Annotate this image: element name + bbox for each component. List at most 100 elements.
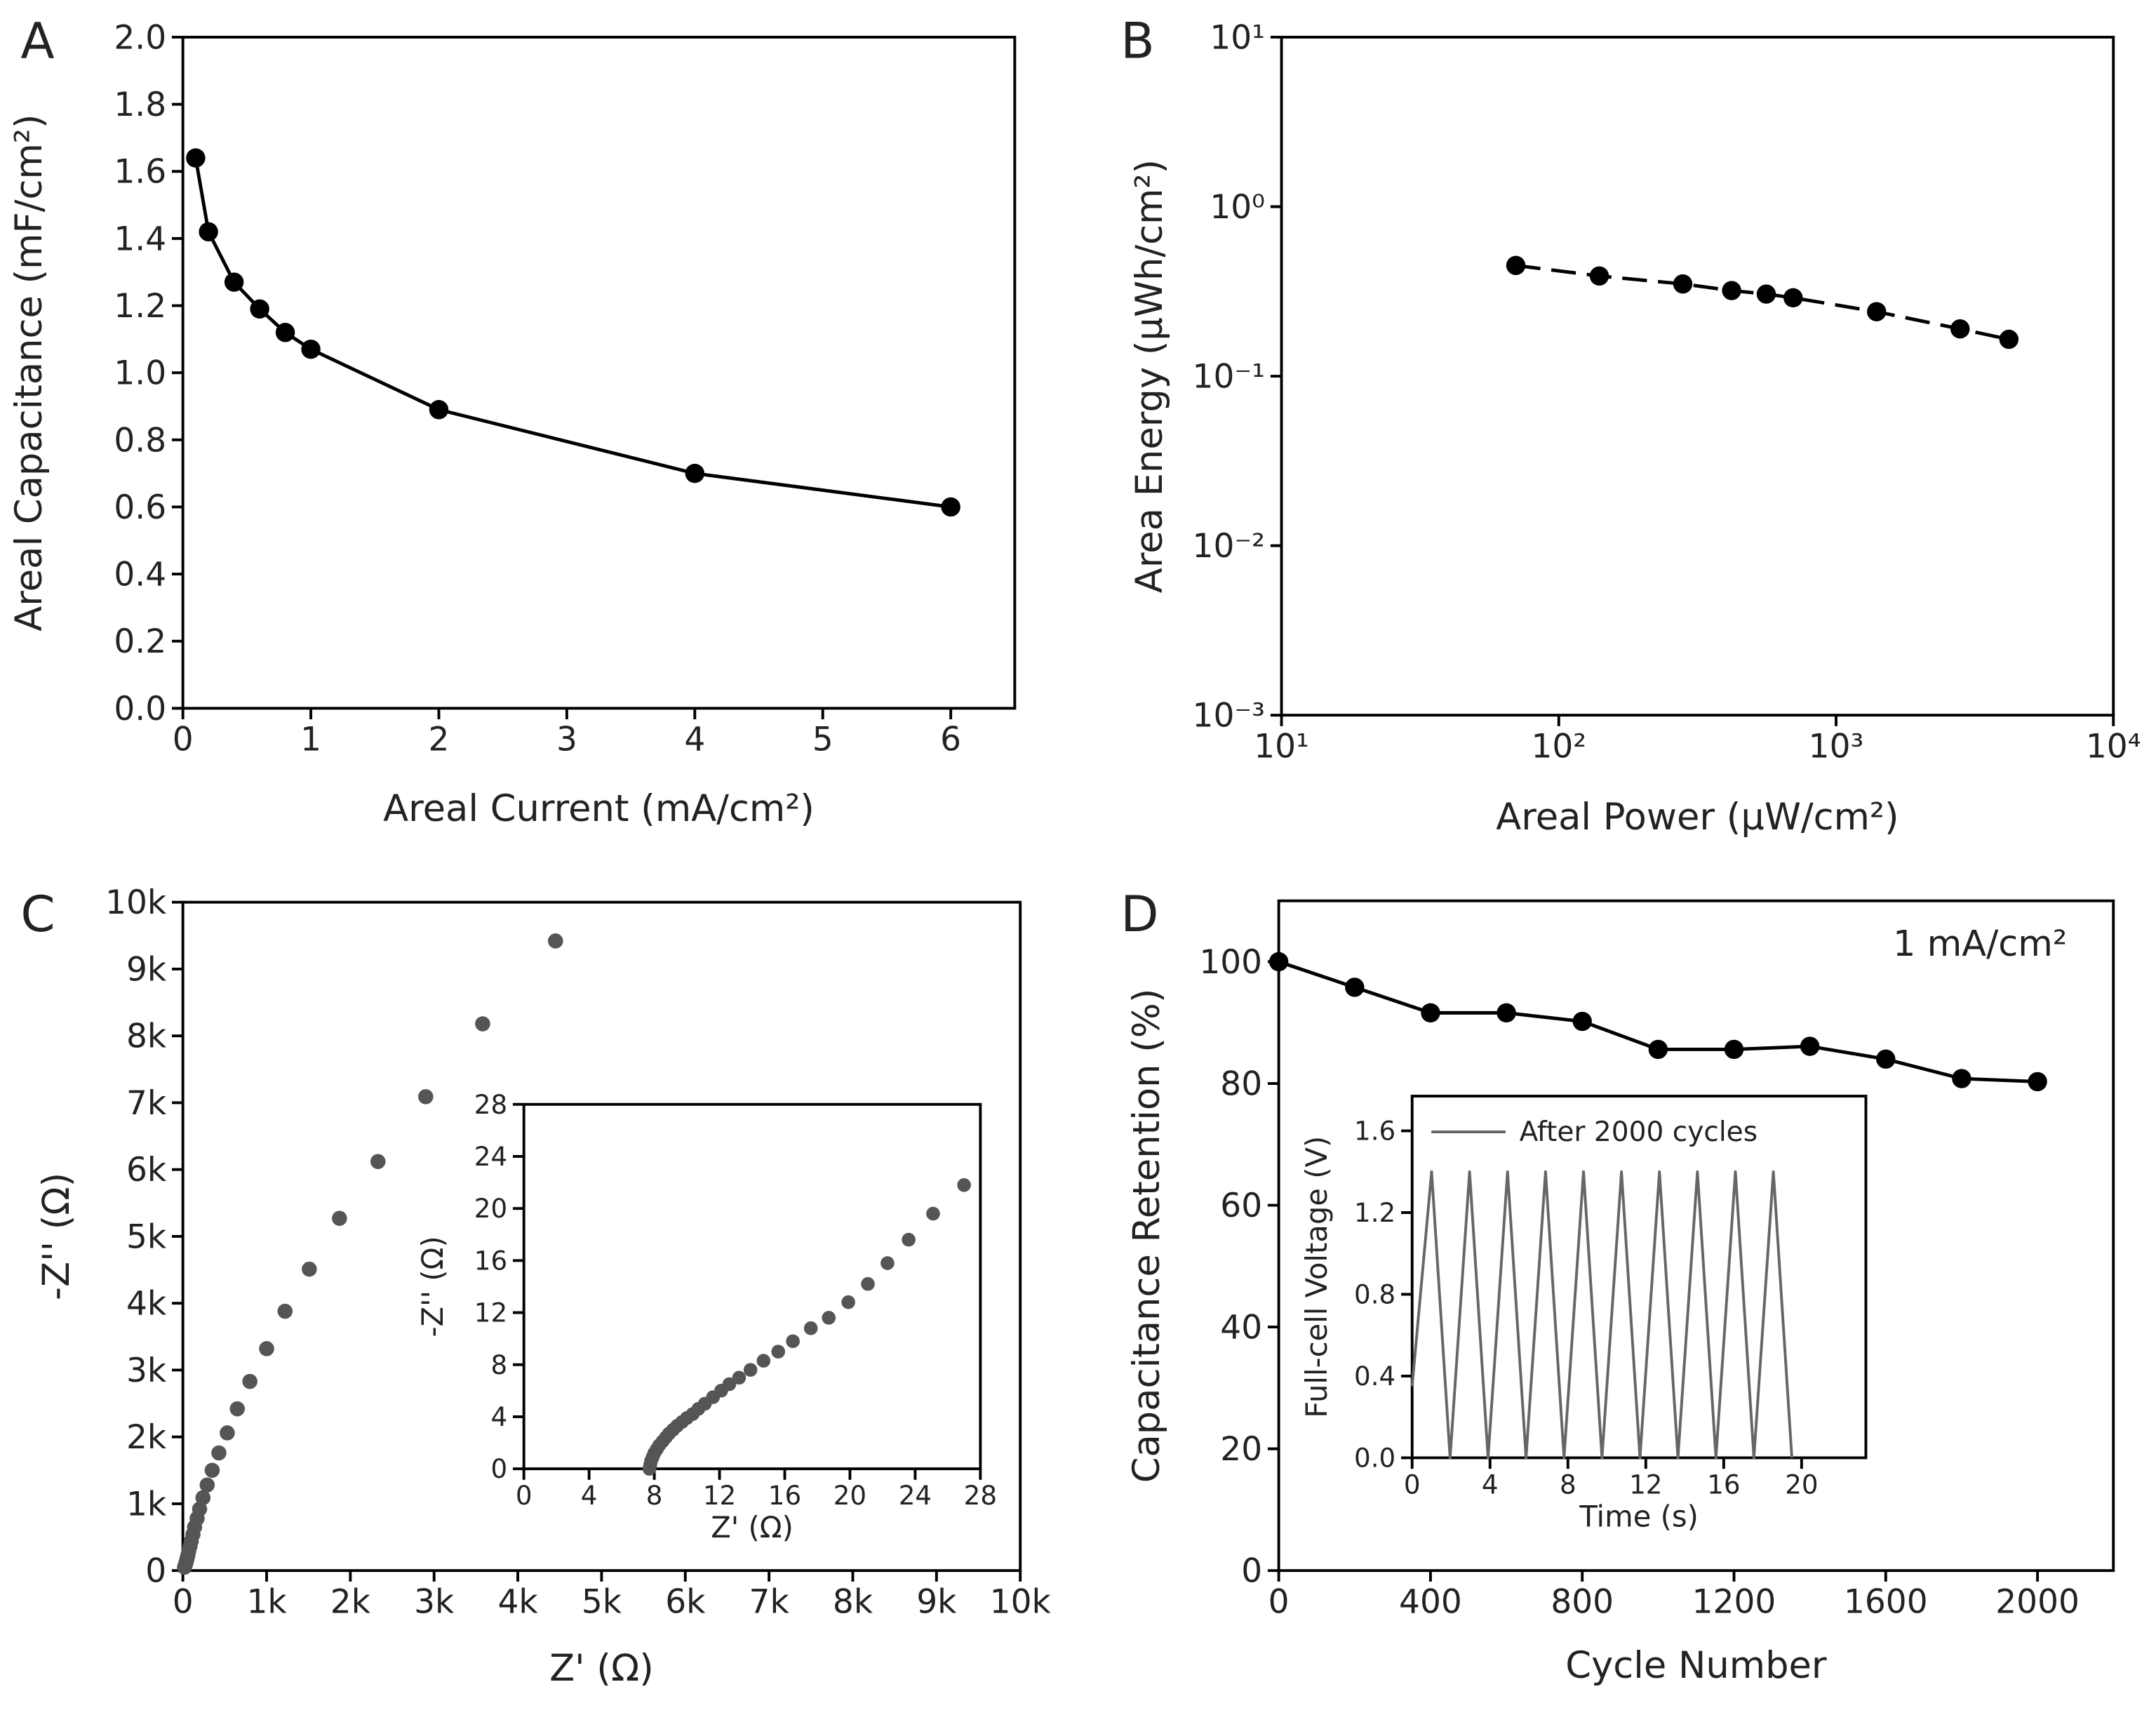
x-tick-label: 8 (646, 1480, 663, 1511)
data-point (881, 1256, 895, 1270)
x-tick-label: 0 (173, 1583, 194, 1622)
data-point (1722, 281, 1741, 300)
y-tick-label: 1.2 (1354, 1197, 1395, 1228)
x-tick-label: 10³ (1809, 728, 1864, 766)
y-tick-label: 1.6 (1354, 1116, 1395, 1147)
y-tick-label: 16 (474, 1245, 507, 1276)
data-point (259, 1341, 274, 1356)
data-point (926, 1206, 940, 1221)
y-tick-label: 10⁻³ (1193, 697, 1266, 735)
y-tick-label: 1.4 (114, 220, 166, 258)
x-tick-label: 3k (414, 1583, 455, 1622)
data-point (302, 1261, 317, 1277)
x-tick-label: 4k (497, 1583, 538, 1622)
x-tick-label: 5k (582, 1583, 622, 1622)
x-tick-label: 6k (665, 1583, 706, 1622)
data-point (1497, 1003, 1516, 1023)
x-tick-label: 3 (556, 721, 577, 759)
data-point (1867, 302, 1887, 321)
data-point (301, 339, 321, 359)
y-tick-label: 80 (1220, 1065, 1262, 1103)
x-tick-label: 1 (300, 721, 321, 759)
panel-label: C (20, 886, 55, 943)
y-tick-label: 10¹ (1210, 18, 1265, 57)
x-axis-title: Cycle Number (1565, 1644, 1827, 1687)
series-line (1410, 1170, 1793, 1460)
x-tick-label: 1k (246, 1583, 287, 1622)
y-tick-label: 100 (1199, 943, 1262, 982)
data-point (957, 1177, 971, 1192)
plot-frame (1277, 899, 2115, 1573)
data-point (1952, 1069, 1971, 1088)
y-tick-label: 12 (474, 1297, 507, 1328)
y-tick-label: 0.0 (1354, 1442, 1395, 1473)
data-point (418, 1089, 434, 1105)
data-point (1421, 1003, 1440, 1023)
x-tick-label: 800 (1551, 1583, 1614, 1622)
y-tick-label: 1.0 (114, 354, 166, 393)
y-axis-title: Full-cell Voltage (V) (1299, 1136, 1334, 1418)
y-tick-label: 1.6 (114, 153, 166, 192)
y-tick-label: 0.6 (114, 488, 166, 527)
y-axis-title: -Z'' (Ω) (35, 1173, 78, 1300)
y-tick-label: 1.2 (114, 287, 166, 326)
y-tick-label: 1k (126, 1485, 167, 1523)
data-point (732, 1370, 746, 1385)
x-tick-label: 4 (581, 1480, 598, 1511)
x-tick-label: 2000 (1995, 1583, 2080, 1622)
x-axis-title: Z' (Ω) (711, 1510, 794, 1544)
y-axis-title: Capacitance Retention (%) (1125, 989, 1168, 1483)
panel-label: D (1120, 886, 1158, 943)
data-point (1756, 284, 1776, 304)
y-tick-label: 20 (1220, 1430, 1262, 1469)
data-point (547, 933, 563, 949)
x-tick-label: 0 (1404, 1469, 1421, 1500)
x-tick-label: 4 (1482, 1469, 1499, 1500)
data-point (685, 463, 705, 483)
x-tick-label: 10² (1531, 728, 1586, 766)
annotation: 1 mA/cm² (1893, 923, 2067, 965)
x-tick-label: 5 (812, 721, 833, 759)
plot-frame (181, 900, 1022, 1573)
data-point (370, 1154, 386, 1170)
data-point (1648, 1039, 1668, 1060)
x-tick-label: 2 (429, 721, 450, 759)
y-tick-label: 60 (1220, 1187, 1262, 1225)
y-tick-label: 10⁰ (1210, 188, 1265, 227)
y-tick-label: 0.4 (1354, 1361, 1395, 1392)
data-point (1268, 952, 1289, 972)
data-point (1783, 288, 1803, 308)
y-axis-title: -Z'' (Ω) (415, 1236, 450, 1337)
x-tick-label: 0 (1268, 1583, 1290, 1622)
panel-label: B (1120, 12, 1154, 69)
data-point (195, 1490, 211, 1506)
y-tick-label: 20 (474, 1193, 507, 1224)
series-line (1278, 960, 2038, 1083)
data-point (941, 497, 960, 517)
y-tick-label: 0 (145, 1552, 166, 1591)
x-tick-label: 1600 (1844, 1583, 1928, 1622)
data-point (242, 1373, 257, 1389)
data-point (275, 323, 295, 342)
x-tick-label: 1200 (1692, 1583, 1776, 1622)
x-tick-label: 10⁴ (2086, 728, 2141, 766)
y-tick-label: 10⁻² (1193, 527, 1266, 566)
x-tick-label: 20 (833, 1480, 866, 1511)
data-point (803, 1321, 818, 1335)
data-point (211, 1445, 227, 1461)
plot-frame (1280, 36, 2115, 717)
y-tick-label: 4 (490, 1401, 507, 1432)
data-point (841, 1295, 855, 1309)
x-tick-label: 2k (330, 1583, 371, 1622)
x-tick-label: 0 (173, 721, 194, 759)
data-point (1800, 1036, 1820, 1056)
y-tick-label: 9k (126, 950, 167, 989)
data-point (786, 1334, 800, 1349)
y-axis-title: Area Energy (μWh/cm²) (1128, 159, 1171, 593)
y-tick-label: 8 (490, 1349, 507, 1380)
y-tick-label: 0.0 (114, 690, 166, 728)
x-tick-label: 20 (1785, 1469, 1818, 1500)
x-axis-title: Areal Current (mA/cm²) (383, 787, 815, 830)
series-line (194, 157, 951, 509)
